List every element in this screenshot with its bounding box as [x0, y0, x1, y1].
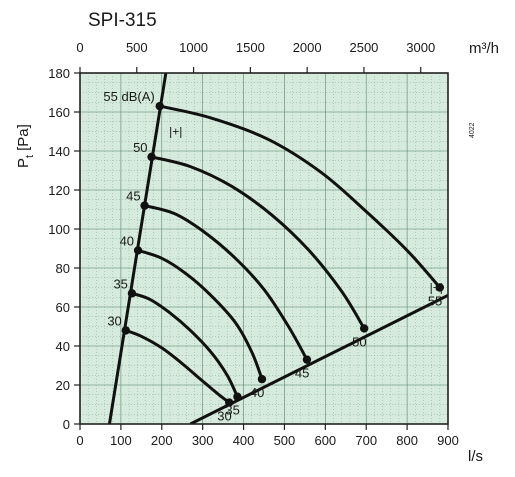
x-top-tick-label: 2000 [293, 40, 322, 55]
curve-endpoints [121, 101, 445, 407]
curve-end-point [233, 392, 242, 401]
curve-label-right: 55 [428, 294, 442, 309]
side-code: 4022 [469, 122, 476, 138]
y-tick-label: 120 [48, 183, 70, 198]
curve-start-point [147, 152, 156, 162]
x-top-tick-label: 3000 [406, 40, 435, 55]
curve-label-left: 35 [113, 276, 127, 291]
y-axis-label-unit: [Pa] [15, 124, 32, 151]
annotation-marker: |+| [430, 280, 443, 294]
x-bottom-tick-label: 700 [355, 433, 377, 448]
x-top-tick-label: 1500 [236, 40, 265, 55]
y-tick-label: 80 [56, 261, 70, 276]
x-top-tick-label: 0 [76, 40, 83, 55]
y-tick-label: 160 [48, 105, 70, 120]
y-axis-label-sub: t [24, 155, 36, 158]
y-axis-title: Pt [Pa] [15, 124, 36, 168]
curve-start-point [133, 246, 143, 255]
curve-label-right: 30 [217, 409, 231, 424]
svg-text:Pt[Pa]: Pt [Pa] [15, 124, 36, 168]
curve-end-point [257, 374, 267, 384]
x-top-tick-label: 2500 [349, 40, 378, 55]
curve-start-point [140, 201, 149, 210]
noise-curve [136, 248, 264, 381]
curve-start-point [127, 289, 137, 298]
x-bottom-tick-label: 100 [110, 433, 132, 448]
x-bottom-tick-label: 900 [437, 433, 459, 448]
y-tick-label: 0 [63, 417, 70, 432]
x-bottom-tick-label: 500 [274, 433, 296, 448]
x-bottom-axis-label: l/s [468, 448, 483, 465]
y-tick-label: 100 [48, 222, 70, 237]
curve-end-point [359, 324, 369, 333]
annotation-marker: |+| [169, 124, 182, 138]
curve-end-point [225, 398, 234, 407]
x-top-tick-label: 1000 [179, 40, 208, 55]
noise-curve [150, 155, 366, 330]
x-bottom-tick-label: 800 [396, 433, 418, 448]
curve-label-right: 45 [295, 366, 309, 381]
x-top-axis-label: m³/h [469, 40, 499, 57]
curve-label-right: 35 [225, 403, 239, 418]
x-bottom-tick-label: 400 [233, 433, 255, 448]
curve-start-point [155, 101, 164, 111]
x-bottom-tick-label: 200 [151, 433, 173, 448]
x-bottom-tick-label: 300 [192, 433, 214, 448]
noise-curves [124, 104, 442, 405]
y-tick-label: 140 [48, 144, 70, 159]
curve-end-point [435, 283, 445, 292]
chart-title: SPI-315 [88, 10, 157, 31]
x-bottom-tick-label: 600 [314, 433, 336, 448]
curve-label-left: 30 [107, 313, 121, 328]
curve-start-point [121, 326, 130, 335]
curve-label-right: 50 [352, 334, 366, 349]
plot-frame [79, 72, 449, 425]
y-tick-label: 40 [56, 339, 70, 354]
annotations: |+| |+| [169, 124, 443, 294]
curve-label-left: 45 [126, 189, 140, 204]
curve-label-right: 40 [250, 385, 264, 400]
noise-curve [158, 104, 442, 289]
y-tick-label: 20 [56, 378, 70, 393]
y-tick-label: 180 [48, 66, 70, 81]
x-top-tick-label: 500 [126, 40, 148, 55]
curve-label-left: 40 [120, 233, 134, 248]
noise-curve [124, 328, 231, 405]
curve-label-left: 55 dB(A) [103, 89, 154, 104]
curve-label-left: 50 [133, 140, 147, 155]
y-axis-label-main: P [15, 158, 32, 168]
x-bottom-tick-label: 0 [76, 433, 83, 448]
curve-end-point [302, 355, 312, 364]
y-tick-label: 60 [56, 300, 70, 315]
noise-curve [130, 291, 239, 399]
noise-curve [143, 204, 309, 362]
